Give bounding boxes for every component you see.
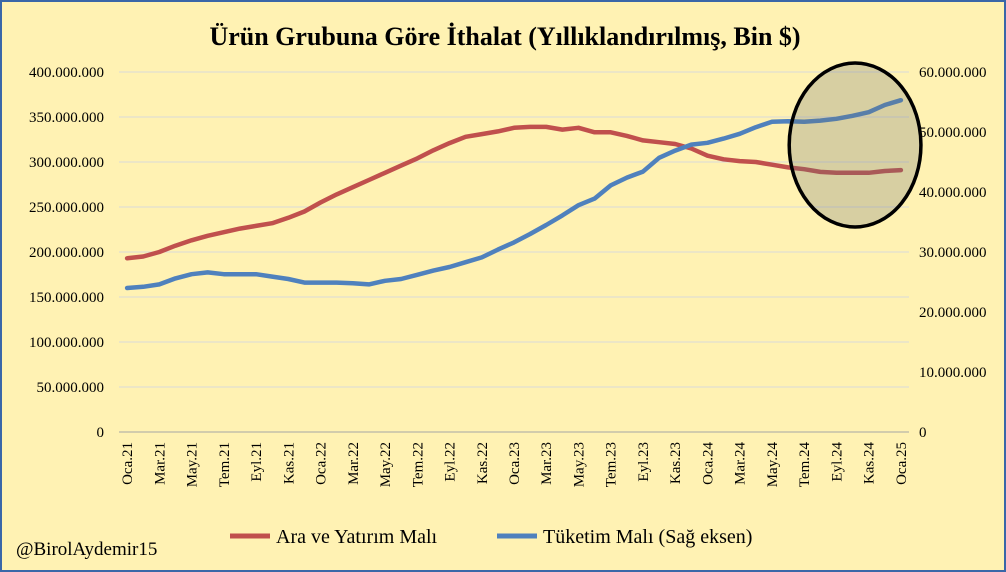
x-tick-label: Kas.22 [475, 442, 491, 484]
x-tick-label: May.23 [571, 442, 587, 487]
x-tick-label: Eyl.24 [829, 442, 845, 482]
x-tick-label: Oca.23 [507, 442, 523, 485]
highlight-ellipse [787, 61, 923, 229]
right-tick-label: 40.000.000 [919, 185, 987, 201]
legend-label-ara: Ara ve Yatırım Malı [276, 526, 438, 548]
left-tick-label: 350.000.000 [29, 110, 104, 126]
left-tick-label: 100.000.000 [29, 335, 104, 351]
left-tick-label: 50.000.000 [37, 380, 105, 396]
gridlines [119, 71, 909, 388]
right-y-axis: 0 10.000.000 20.000.000 30.000.000 40.000.00… [919, 65, 987, 441]
x-tick-label: Oca.22 [314, 442, 330, 485]
x-tick-label: Oca.21 [120, 442, 136, 485]
highlight-layer [787, 61, 923, 229]
left-tick-label: 250.000.000 [29, 200, 104, 216]
x-tick-label: Eyl.23 [636, 442, 652, 482]
left-tick-label: 0 [97, 425, 105, 441]
right-tick-label: 50.000.000 [919, 125, 987, 141]
x-tick-label: May.22 [378, 442, 394, 487]
x-tick-label: Eyl.22 [443, 442, 459, 482]
right-tick-label: 30.000.000 [919, 245, 987, 261]
chart-title: Ürün Grubuna Göre İthalat (Yıllıklandırı… [209, 22, 800, 51]
legend: Ara ve Yatırım Malı Tüketim Malı (Sağ ek… [230, 526, 752, 548]
series-layer [124, 97, 904, 291]
x-tick-label: Eyl.21 [249, 442, 265, 482]
x-tick-label: Oca.25 [894, 442, 910, 485]
x-tick-label: Mar.23 [539, 442, 555, 485]
x-tick-label: Kas.21 [281, 442, 297, 484]
x-tick-label: Mar.21 [152, 442, 168, 485]
right-tick-label: 60.000.000 [919, 65, 987, 81]
x-tick-label: Mar.22 [346, 442, 362, 485]
right-tick-label: 20.000.000 [919, 305, 987, 321]
x-tick-label: Tem.23 [604, 442, 620, 487]
series-line-tuketim [124, 97, 904, 291]
x-axis: Oca.21 Mar.21 May.21 Tem.21 Eyl.21 Kas.21 Oca.… [119, 431, 910, 488]
x-tick-label: Mar.24 [733, 442, 749, 485]
x-tick-label: Tem.22 [410, 442, 426, 487]
x-tick-label: Kas.24 [862, 442, 878, 485]
x-tick-label: Oca.24 [700, 442, 716, 485]
x-tick-label: Kas.23 [668, 442, 684, 484]
legend-label-tuketim: Tüketim Malı (Sağ eksen) [543, 526, 752, 548]
left-tick-label: 300.000.000 [29, 155, 104, 171]
left-tick-label: 150.000.000 [29, 290, 104, 306]
right-tick-label: 0 [919, 425, 927, 441]
left-tick-label: 400.000.000 [29, 65, 104, 81]
left-tick-label: 200.000.000 [29, 245, 104, 261]
series-line-ara [124, 124, 904, 261]
author-credit: @BirolAydemir15 [16, 539, 157, 560]
x-tick-label: Tem.21 [217, 442, 233, 487]
x-tick-label: Tem.24 [797, 442, 813, 488]
right-tick-label: 10.000.000 [919, 365, 987, 381]
left-y-axis: 0 50.000.000 100.000.000 150.000.000 200.000… [29, 65, 104, 441]
x-tick-label: May.24 [765, 442, 781, 488]
x-tick-label: May.21 [185, 442, 201, 487]
